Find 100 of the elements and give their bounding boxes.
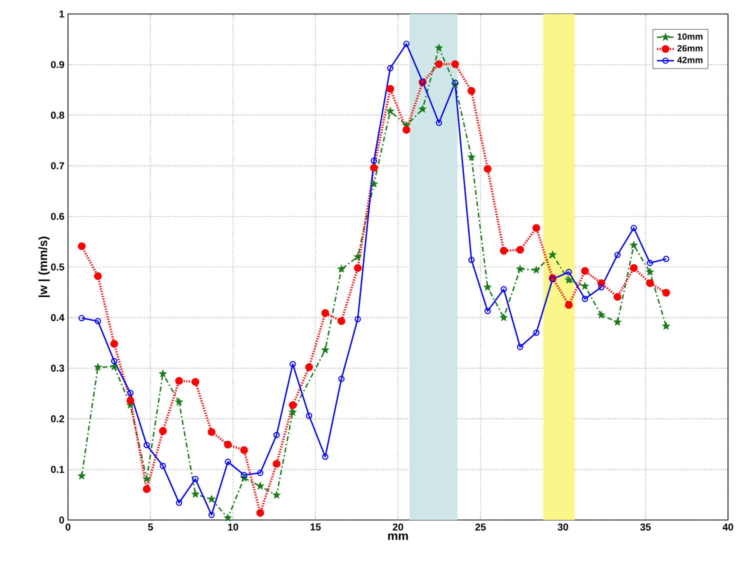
point [386, 106, 394, 115]
point [468, 87, 476, 95]
point [564, 276, 573, 284]
point [580, 282, 590, 290]
point [272, 460, 280, 468]
point [564, 301, 573, 309]
point [288, 401, 297, 410]
point [435, 60, 443, 68]
point [370, 164, 378, 172]
y-tick-label: 0 [59, 516, 64, 524]
point [500, 286, 507, 292]
point [387, 64, 394, 72]
point [467, 152, 476, 161]
point [582, 296, 588, 302]
point [224, 514, 232, 522]
point [305, 363, 313, 372]
point [192, 476, 199, 482]
legend-label: 42mm [677, 56, 702, 64]
point [403, 40, 410, 47]
point [78, 472, 86, 480]
point [273, 432, 280, 438]
y-tick-label: 0.3 [51, 364, 64, 372]
point [191, 378, 200, 386]
x-tick-label: 40 [722, 524, 734, 531]
point [158, 427, 167, 435]
y-axis-title: |w | (mm/s) [38, 236, 50, 298]
point [176, 500, 182, 506]
point [110, 340, 118, 348]
point [142, 485, 151, 494]
point [78, 242, 86, 250]
point [257, 470, 264, 476]
point [500, 313, 508, 322]
point [613, 318, 622, 326]
point [94, 272, 102, 280]
point [175, 376, 183, 385]
x-tick-label: 5 [148, 524, 153, 530]
point [597, 310, 606, 319]
point [436, 120, 442, 126]
point [158, 369, 168, 378]
point [338, 376, 345, 382]
point [646, 260, 654, 266]
point [532, 266, 540, 274]
point [207, 494, 216, 503]
point [452, 80, 458, 86]
point [208, 512, 215, 518]
point [94, 318, 102, 324]
point [224, 440, 232, 448]
x-tick-label: 30 [558, 524, 568, 531]
point [418, 104, 427, 113]
point [533, 330, 540, 336]
point [630, 240, 638, 249]
point [614, 252, 621, 258]
point [142, 474, 151, 483]
point [516, 246, 524, 254]
point [208, 428, 216, 436]
point [337, 264, 346, 273]
point [256, 509, 264, 517]
point [630, 264, 638, 272]
y-tick-label: 0.1 [51, 466, 64, 473]
point [322, 454, 328, 460]
y-tick-label: 0.4 [51, 314, 64, 322]
point [354, 264, 362, 272]
point [160, 462, 166, 469]
point [516, 344, 524, 350]
x-tick-label: 35 [640, 524, 651, 531]
point [386, 85, 394, 93]
point [127, 390, 134, 396]
point [516, 264, 524, 273]
point [662, 288, 670, 297]
x-tick-label: 0 [66, 524, 70, 531]
point [434, 44, 444, 52]
point [662, 322, 670, 330]
point [306, 412, 312, 419]
point [272, 490, 281, 499]
point [126, 396, 134, 404]
point [144, 442, 150, 448]
point [468, 256, 475, 264]
point [484, 164, 492, 173]
point [566, 268, 572, 276]
point [451, 60, 459, 68]
point [483, 282, 492, 291]
point [354, 316, 361, 322]
point [191, 490, 200, 498]
x-tick-label: 25 [475, 524, 486, 531]
x-tick-label: 20 [392, 524, 404, 531]
point [256, 482, 264, 490]
y-tick-label: 0.6 [51, 212, 64, 220]
y-tick-label: 0.5 [51, 263, 64, 271]
point [581, 267, 589, 275]
point [402, 126, 410, 134]
x-tick-label: 10 [228, 524, 238, 531]
point [240, 446, 248, 454]
point [598, 284, 604, 290]
y-tick-label: 1 [60, 10, 64, 18]
point [370, 180, 378, 188]
point [484, 308, 491, 314]
point [370, 158, 378, 164]
point [94, 362, 102, 371]
point [354, 252, 362, 260]
point [614, 292, 622, 301]
